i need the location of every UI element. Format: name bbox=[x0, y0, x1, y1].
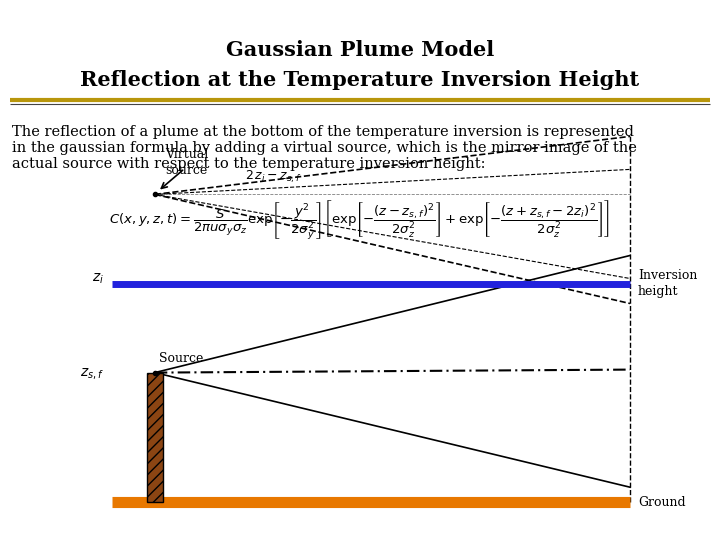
Text: height: height bbox=[638, 285, 678, 298]
Text: Source: Source bbox=[159, 352, 203, 365]
Text: The reflection of a plume at the bottom of the temperature inversion is represen: The reflection of a plume at the bottom … bbox=[12, 125, 637, 171]
Text: $2\,z_i - z_{s,f}$: $2\,z_i - z_{s,f}$ bbox=[245, 168, 301, 185]
Text: Virtual: Virtual bbox=[165, 148, 208, 161]
Text: Inversion: Inversion bbox=[638, 269, 698, 282]
Text: Reflection at the Temperature Inversion Height: Reflection at the Temperature Inversion … bbox=[81, 70, 639, 90]
Bar bbox=[147, 373, 163, 502]
Text: source: source bbox=[165, 164, 207, 177]
Text: $z_{s,f}$: $z_{s,f}$ bbox=[80, 367, 104, 382]
Text: Ground: Ground bbox=[638, 496, 685, 509]
Text: $C(x,y,z,t) = \dfrac{S}{2\pi u\sigma_y \sigma_z}\exp\!\left[-\dfrac{y^2}{2\sigma: $C(x,y,z,t) = \dfrac{S}{2\pi u\sigma_y \… bbox=[109, 199, 611, 241]
Text: $z_i$: $z_i$ bbox=[91, 271, 104, 286]
Text: Gaussian Plume Model: Gaussian Plume Model bbox=[226, 40, 494, 60]
